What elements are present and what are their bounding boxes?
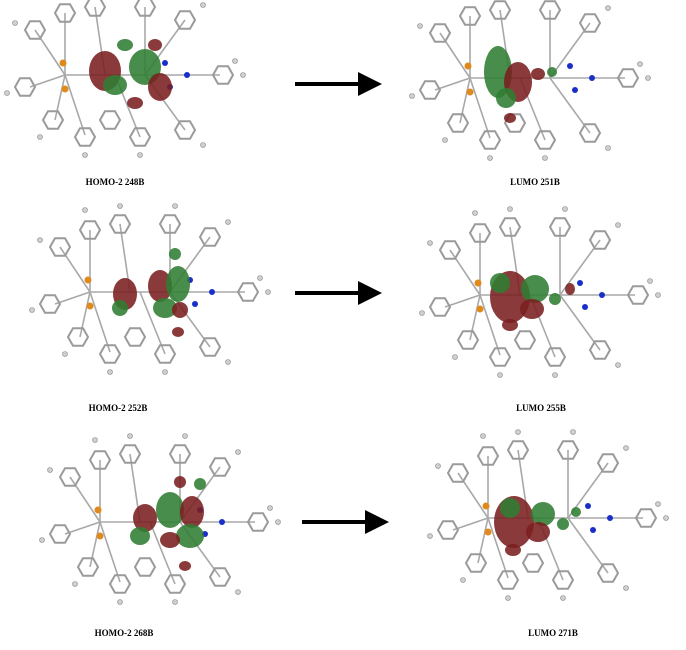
molecule (5, 0, 246, 158)
orbital-label: LUMO 271B (528, 628, 578, 638)
molecule (410, 0, 651, 161)
orbital-label: LUMO 251B (510, 177, 560, 187)
molecule (40, 434, 281, 605)
molecule (30, 204, 271, 375)
orbital-label: HOMO-2 252B (89, 403, 148, 413)
orbital-label: HOMO-2 248B (86, 177, 145, 187)
orbital-label: HOMO-2 268B (95, 628, 154, 638)
orbital-label: LUMO 255B (516, 403, 566, 413)
molecule (420, 207, 661, 378)
molecule (428, 430, 669, 601)
